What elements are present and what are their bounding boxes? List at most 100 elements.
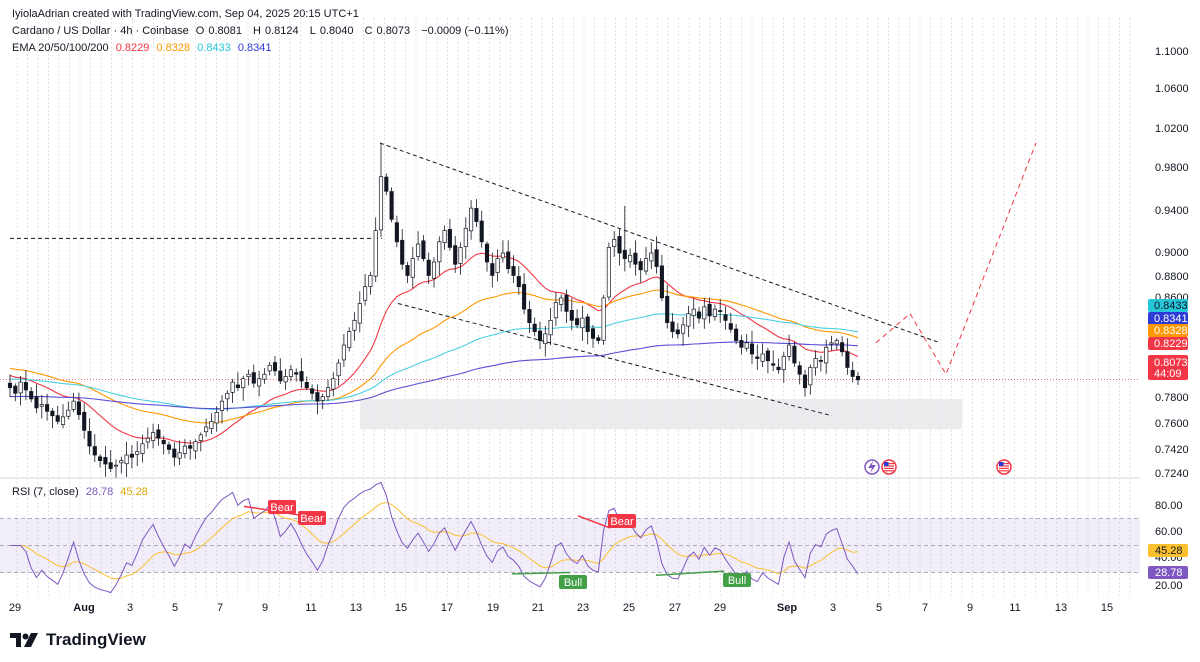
support-zone xyxy=(360,398,962,430)
divergence-line xyxy=(511,571,571,575)
candle xyxy=(808,364,813,395)
candle-body xyxy=(559,297,564,305)
candle xyxy=(29,387,34,403)
flag-stripe xyxy=(884,467,894,469)
candle xyxy=(670,313,675,339)
rsi-value: 28.78 xyxy=(85,486,114,498)
candle xyxy=(559,294,564,312)
candle xyxy=(702,297,707,329)
candle xyxy=(156,424,161,446)
ohlc-low: L 0.8040 xyxy=(309,25,354,37)
candle xyxy=(511,255,516,283)
time-tick: 25 xyxy=(623,602,635,614)
event-icons[interactable] xyxy=(864,459,1012,475)
candle-body xyxy=(410,258,415,278)
candle-body xyxy=(204,426,209,433)
candle xyxy=(389,187,394,223)
vertical-grid xyxy=(0,18,1140,598)
candle xyxy=(474,199,479,228)
candle xyxy=(198,432,203,452)
candle xyxy=(802,369,808,397)
candle xyxy=(235,371,240,391)
flag-stripe xyxy=(884,465,894,467)
candle-body xyxy=(172,448,177,458)
rsi-ma-value: 45.28 xyxy=(120,486,148,498)
us-event-2[interactable] xyxy=(996,459,1012,475)
symbol-legend[interactable]: Cardano / US Dollar · 4h · Coinbase O 0.8… xyxy=(12,25,512,37)
rsi-badge-bg xyxy=(1148,566,1188,579)
ema-legend[interactable]: EMA 20/50/100/200 0.8229 0.8328 0.8433 0… xyxy=(12,42,276,54)
candle-body xyxy=(76,401,81,415)
chart-zones xyxy=(0,237,1140,430)
candle xyxy=(506,240,511,274)
candle-body xyxy=(834,340,839,345)
candle xyxy=(686,305,691,338)
flag-stripe xyxy=(884,463,894,465)
candle-body xyxy=(818,360,823,362)
candles xyxy=(7,143,861,478)
chart-credit: IyiolaAdrian created with TradingView.co… xyxy=(12,8,359,20)
candle xyxy=(13,383,18,402)
rsi-legend[interactable]: RSI (7, close) 28.78 45.28 xyxy=(12,486,152,498)
candle-body xyxy=(612,239,617,247)
rsi-tick: 80.00 xyxy=(1155,500,1183,512)
candle xyxy=(92,434,97,462)
candle xyxy=(363,274,368,306)
last-price-bg xyxy=(1148,355,1188,380)
lightning-event[interactable] xyxy=(864,459,880,475)
us-event-1[interactable] xyxy=(881,459,897,475)
candle-body xyxy=(633,252,638,265)
candle-body xyxy=(484,243,490,263)
candle xyxy=(304,376,309,390)
candle-body xyxy=(617,236,622,254)
candle xyxy=(500,240,505,263)
candle-body xyxy=(622,249,627,259)
time-tick: 3 xyxy=(127,602,133,614)
candle-body xyxy=(60,416,66,425)
candle xyxy=(219,395,225,424)
rsi-label: RSI (7, close) xyxy=(12,486,79,498)
rsi-badge-text: 45.28 xyxy=(1155,545,1183,557)
candle xyxy=(469,200,474,240)
candle-body xyxy=(792,345,797,364)
time-tick: 5 xyxy=(172,602,178,614)
candle-body xyxy=(299,371,304,382)
candle-body xyxy=(331,378,336,390)
price-tick: 0.9800 xyxy=(1155,162,1189,174)
candle xyxy=(643,247,649,275)
flag-stripe xyxy=(999,463,1009,465)
candle-body xyxy=(389,191,394,220)
candle-body xyxy=(272,362,278,372)
candle xyxy=(193,439,198,460)
rsi-pane: Bear Bear Bull Bear Bull xyxy=(0,481,1140,594)
price-badge-bg xyxy=(1148,337,1188,350)
time-tick: 7 xyxy=(217,602,223,614)
candle xyxy=(707,297,712,324)
candle-body xyxy=(87,431,92,447)
candle xyxy=(681,316,686,346)
candle xyxy=(633,240,638,276)
candle xyxy=(765,347,770,374)
tradingview-logo[interactable]: TradingView xyxy=(10,630,146,650)
candle xyxy=(405,261,410,284)
time-tick: Aug xyxy=(73,602,94,614)
candle xyxy=(384,173,389,196)
candle-body xyxy=(771,363,776,366)
divergence-badge xyxy=(298,511,326,525)
candle xyxy=(283,369,288,390)
candle xyxy=(792,341,797,367)
price-axis[interactable]: 1.1000 1.0600 1.0200 0.9800 0.9400 0.9000 0.88… xyxy=(1148,46,1189,480)
candle xyxy=(771,350,776,371)
candle-body xyxy=(855,376,861,381)
candle-body xyxy=(628,254,633,263)
candle-body xyxy=(575,318,580,326)
candle xyxy=(66,401,71,420)
candle-body xyxy=(490,263,495,276)
candle-body xyxy=(643,258,649,272)
price-badge-text: 0.8433 xyxy=(1154,300,1188,312)
time-axis[interactable]: 29 Aug 3 5 7 9 11 13 15 17 19 21 23 25 27 29 Sep 3 5 7 9 11 13… xyxy=(9,602,1113,614)
price-badge-text: 0.8328 xyxy=(1154,325,1188,337)
ohlc-change: −0.0009 (−0.11%) xyxy=(421,25,509,37)
divergence-badge xyxy=(723,573,751,587)
